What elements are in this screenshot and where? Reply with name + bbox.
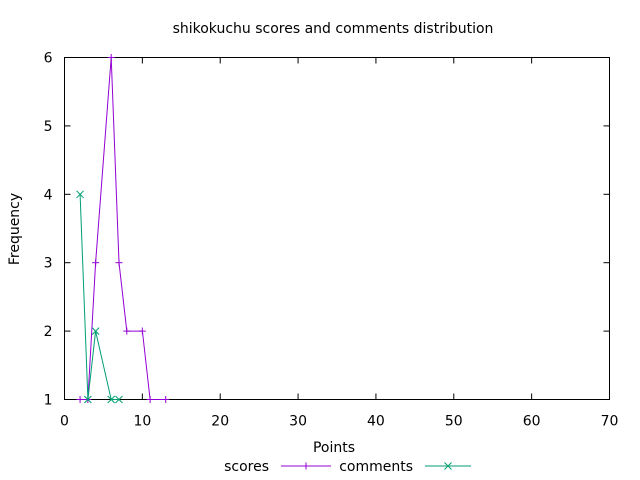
x-axis-label: Points (313, 440, 355, 456)
data-point-comments (115, 395, 123, 404)
legend-marker-comments (444, 462, 452, 470)
x-tick-label: 30 (289, 414, 307, 430)
x-tick-label: 0 (60, 414, 69, 430)
legend-label-comments: comments (339, 459, 413, 475)
data-point-comments (84, 395, 92, 404)
plot-frame (64, 57, 610, 400)
y-axis-label: Frequency (7, 193, 23, 265)
y-tick-label: 6 (44, 51, 53, 67)
data-point-scores (138, 327, 146, 335)
data-point-comments (76, 190, 84, 199)
data-point-scores (115, 259, 123, 267)
data-point-scores (162, 396, 170, 403)
x-tick-label: 60 (523, 414, 541, 430)
legend-label-scores: scores (224, 459, 269, 475)
y-tick-label: 5 (44, 119, 53, 135)
x-tick-label: 70 (601, 414, 619, 430)
legend-marker-scores (302, 462, 310, 470)
x-tick-label: 10 (133, 414, 151, 430)
data-point-scores (92, 259, 100, 267)
data-point-comments (91, 327, 100, 335)
axis-ticks: 0 10 20 30 40 50 60 70 1 2 3 4 5 6 (44, 51, 619, 430)
y-tick-label: 4 (44, 187, 53, 203)
x-tick-label: 50 (445, 414, 463, 430)
x-tick-label: 20 (211, 414, 229, 430)
series-line-comments (79, 194, 119, 400)
legend: scores comments (224, 459, 471, 475)
series-layer (76, 54, 170, 404)
data-point-scores (76, 396, 84, 403)
data-point-comments (107, 395, 116, 404)
y-tick-label: 2 (44, 324, 53, 340)
data-point-scores (146, 396, 154, 403)
data-point-scores (123, 327, 131, 335)
y-tick-label: 3 (44, 256, 53, 272)
series-line-scores (80, 57, 166, 400)
chart-title: shikokuchu scores and comments distribut… (173, 21, 494, 37)
data-point-scores (107, 54, 115, 61)
x-tick-label: 40 (367, 414, 385, 430)
y-tick-label: 1 (44, 393, 53, 409)
